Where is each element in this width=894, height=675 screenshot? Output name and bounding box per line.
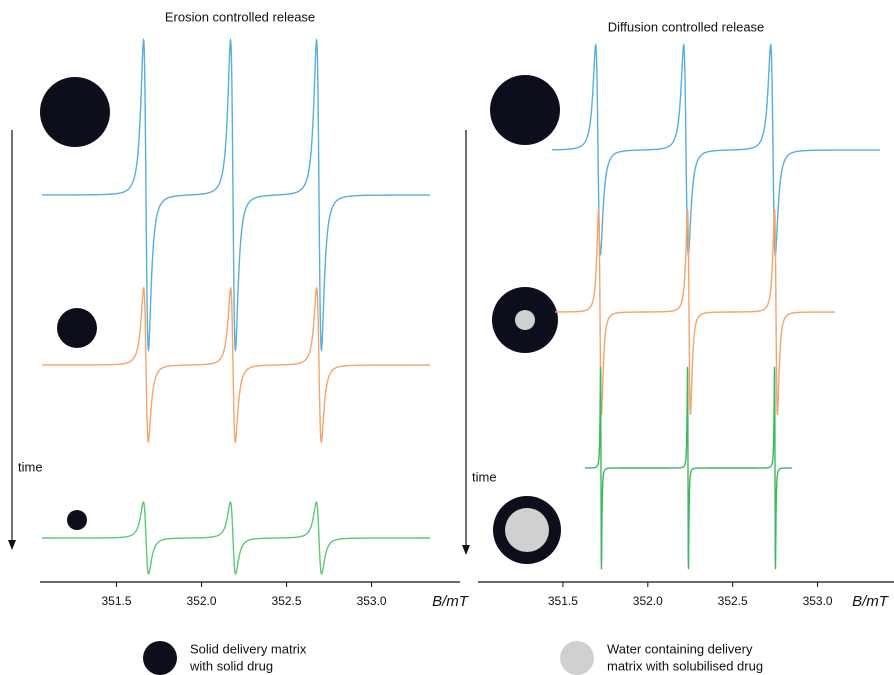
x-tick-label: 352.0 [187, 594, 217, 608]
legend-text: matrix with solubilised drug [607, 658, 763, 673]
time-label: time [18, 459, 43, 474]
x-tick-label: 352.5 [272, 594, 302, 608]
spectrum [42, 286, 430, 444]
x-axis-label: B/mT [852, 593, 890, 610]
water-core [515, 310, 535, 330]
legend-icon [143, 641, 177, 675]
legend-text: Solid delivery matrix [190, 641, 307, 656]
panel-title: Erosion controlled release [165, 9, 315, 24]
spectrum [42, 501, 430, 575]
arrow-head [462, 545, 470, 555]
x-tick-label: 351.5 [548, 594, 578, 608]
x-tick-label: 352.0 [633, 594, 663, 608]
spectrum [552, 42, 880, 258]
panel-title: Diffusion controlled release [608, 19, 765, 34]
legend-icon [560, 641, 594, 675]
water-core [505, 508, 549, 552]
spectrum [585, 366, 792, 570]
time-label: time [472, 469, 497, 484]
matrix-icon [490, 75, 560, 145]
spectrum [555, 208, 835, 416]
matrix-icon [57, 308, 97, 348]
x-tick-label: 353.0 [803, 594, 833, 608]
legend-text: with solid drug [189, 658, 273, 673]
arrow-head [8, 540, 16, 550]
x-tick-label: 351.5 [102, 594, 132, 608]
x-tick-label: 352.5 [718, 594, 748, 608]
legend-text: Water containing delivery [607, 641, 753, 656]
matrix-icon [67, 510, 87, 530]
spectrum [42, 37, 430, 353]
matrix-icon [40, 77, 110, 147]
x-tick-label: 353.0 [357, 594, 387, 608]
x-axis-label: B/mT [432, 593, 470, 610]
